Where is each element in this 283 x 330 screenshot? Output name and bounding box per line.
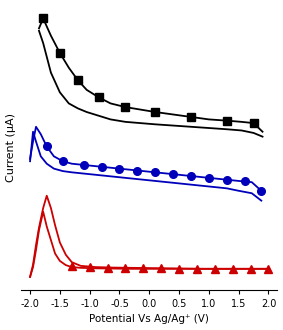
X-axis label: Potential Vs Ag/Ag⁺ (V): Potential Vs Ag/Ag⁺ (V) [89, 314, 209, 324]
Y-axis label: Current (μA): Current (μA) [6, 113, 16, 182]
